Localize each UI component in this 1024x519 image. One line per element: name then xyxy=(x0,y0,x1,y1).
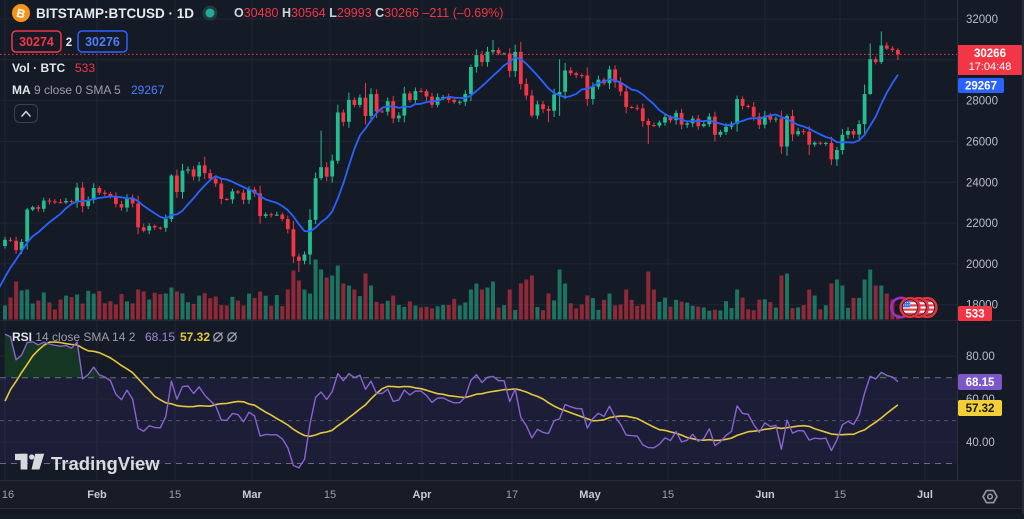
svg-text:24000: 24000 xyxy=(966,177,998,189)
svg-text:533: 533 xyxy=(965,309,984,321)
svg-text:15: 15 xyxy=(834,489,846,501)
svg-text:15: 15 xyxy=(169,489,181,501)
svg-text:28000: 28000 xyxy=(966,96,998,108)
svg-text:MA 9 close 0 SMA 5: MA 9 close 0 SMA 5 xyxy=(12,83,121,97)
svg-text:Jun: Jun xyxy=(755,489,775,501)
svg-text:16: 16 xyxy=(2,489,14,501)
svg-text:29267: 29267 xyxy=(131,83,165,97)
svg-text:29267: 29267 xyxy=(965,81,997,93)
svg-text:15: 15 xyxy=(662,489,674,501)
svg-text:O30480 H30564 L29993 C30266 –2: O30480 H30564 L29993 C30266 –211 (–0.69%… xyxy=(234,6,503,20)
svg-text:Apr: Apr xyxy=(413,489,433,501)
svg-text:Jul: Jul xyxy=(917,489,933,501)
svg-text:May: May xyxy=(579,489,601,501)
svg-text:68.15: 68.15 xyxy=(966,377,995,389)
svg-text:BITSTAMP:BTCUSD · 1D: BITSTAMP:BTCUSD · 1D xyxy=(36,6,194,21)
svg-text:57.32: 57.32 xyxy=(180,330,210,344)
svg-text:17: 17 xyxy=(506,489,518,501)
svg-text:2: 2 xyxy=(66,37,72,49)
svg-text:57.32: 57.32 xyxy=(966,403,995,415)
svg-text:40.00: 40.00 xyxy=(966,437,995,449)
svg-text:22000: 22000 xyxy=(966,218,998,230)
svg-text:30266: 30266 xyxy=(974,48,1006,60)
svg-text:32000: 32000 xyxy=(966,14,998,26)
svg-text:B: B xyxy=(15,6,27,22)
svg-text:Vol · BTC: Vol · BTC xyxy=(12,61,65,75)
svg-text:533: 533 xyxy=(75,61,95,75)
svg-text:Feb: Feb xyxy=(87,489,107,501)
svg-text:30274: 30274 xyxy=(19,35,54,49)
svg-text:20000: 20000 xyxy=(966,259,998,271)
svg-text:26000: 26000 xyxy=(966,136,998,148)
svg-text:30276: 30276 xyxy=(85,35,120,49)
svg-text:RSI 14 close SMA 14 2: RSI 14 close SMA 14 2 xyxy=(12,330,136,344)
svg-text:Mar: Mar xyxy=(242,489,262,501)
svg-text:68.15: 68.15 xyxy=(145,330,175,344)
svg-text:17:04:48: 17:04:48 xyxy=(969,61,1012,73)
svg-text:15: 15 xyxy=(324,489,336,501)
svg-text:TradingView: TradingView xyxy=(51,453,160,474)
svg-text:80.00: 80.00 xyxy=(966,351,995,363)
